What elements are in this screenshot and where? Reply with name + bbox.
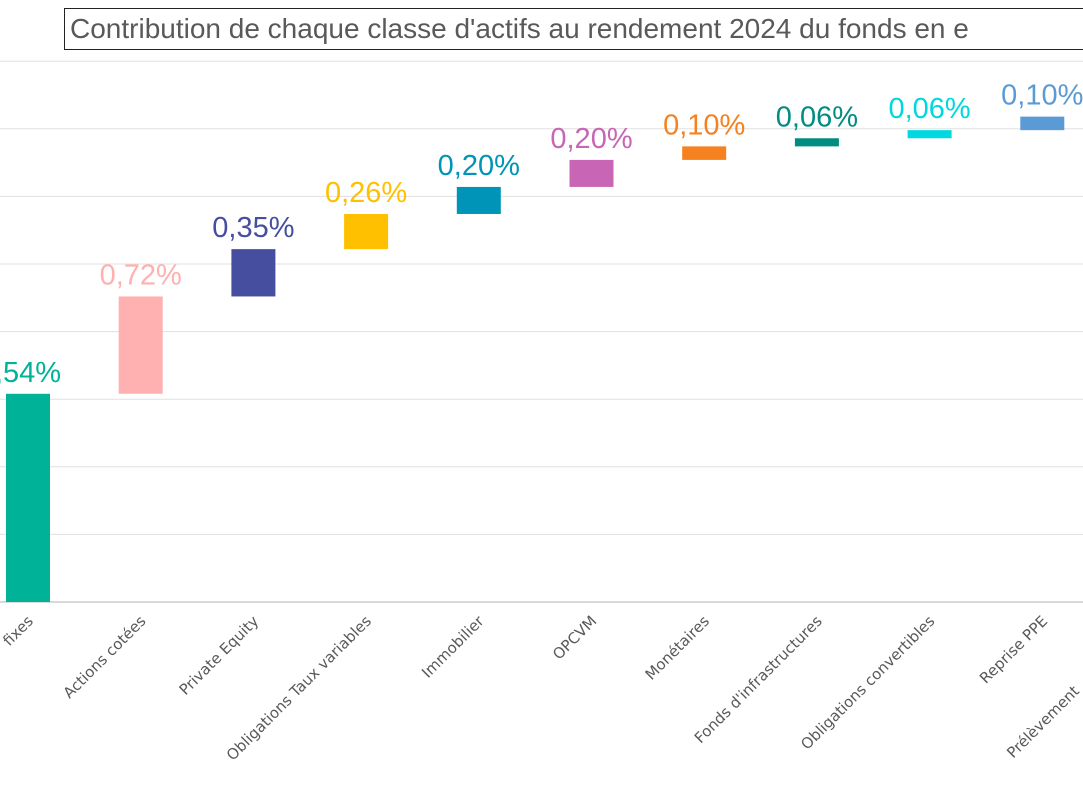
bar: [456, 186, 501, 214]
category-label: Obligations convertibles: [797, 612, 938, 753]
category-label: OPCVM: [549, 612, 600, 663]
value-label: 0,35%: [212, 212, 294, 244]
category-label: Reprise PPE: [976, 612, 1051, 687]
value-label: 0,20%: [438, 150, 520, 182]
bar: [794, 138, 839, 147]
chart-title: Contribution de chaque classe d'actifs a…: [64, 8, 1083, 50]
bar: [1020, 116, 1065, 131]
bar: [682, 146, 727, 160]
bar: [231, 249, 276, 297]
value-label: 0,72%: [100, 259, 182, 291]
value-label: 0,26%: [325, 177, 407, 209]
bar: [344, 213, 389, 250]
category-label: Private Equity: [176, 612, 263, 699]
value-label: 0,06%: [776, 101, 858, 133]
bar: [6, 393, 50, 602]
bar: [569, 159, 614, 187]
category-label: Prélèvement: [1003, 682, 1083, 762]
value-label: ,54%: [0, 357, 61, 389]
category-label: fixes: [0, 612, 37, 650]
value-label: 0,10%: [663, 109, 745, 141]
value-label: 0,06%: [888, 93, 970, 125]
bar: [907, 130, 952, 139]
category-label: Fonds d'infrastructures: [691, 612, 826, 747]
value-label: 0,10%: [1001, 80, 1083, 112]
category-label: Actions cotées: [60, 612, 150, 702]
value-label: 0,20%: [550, 123, 632, 155]
category-label: Immobilier: [418, 612, 488, 682]
bar: [118, 296, 163, 394]
category-label: Monétaires: [642, 612, 714, 684]
